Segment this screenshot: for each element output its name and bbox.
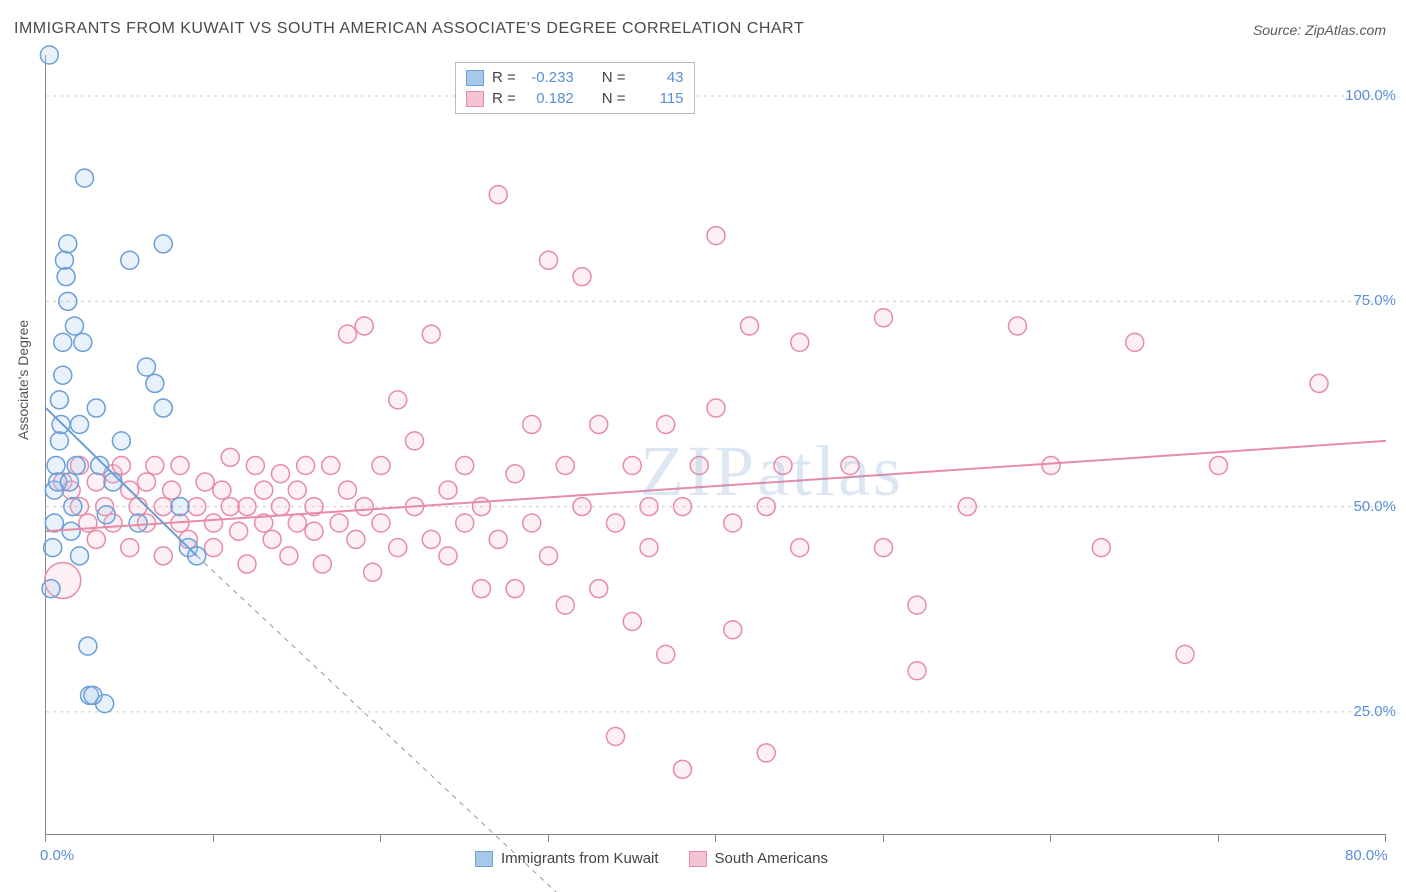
legend-swatch-south-american (466, 91, 484, 107)
y-axis-label: Associate's Degree (15, 320, 31, 440)
x-tick (380, 834, 381, 842)
y-tick-label: 100.0% (1345, 87, 1396, 104)
x-tick-label: 80.0% (1345, 847, 1388, 864)
chart-title: IMMIGRANTS FROM KUWAIT VS SOUTH AMERICAN… (14, 20, 804, 38)
r-label: R = (492, 90, 516, 107)
legend-swatch-kuwait-bottom (475, 851, 493, 867)
legend-item-south-american: South Americans (689, 850, 828, 867)
source-prefix: Source: (1253, 22, 1305, 38)
scatter-svg (46, 55, 1385, 834)
legend-label-kuwait: Immigrants from Kuwait (501, 850, 659, 867)
y-tick-label: 25.0% (1353, 703, 1396, 720)
series-legend: Immigrants from Kuwait South Americans (475, 850, 828, 867)
x-tick (1050, 834, 1051, 842)
n-value-kuwait: 43 (634, 69, 684, 86)
n-label: N = (602, 90, 626, 107)
x-tick (1385, 834, 1386, 842)
x-tick-label: 0.0% (40, 847, 74, 864)
legend-swatch-kuwait (466, 70, 484, 86)
legend-item-kuwait: Immigrants from Kuwait (475, 850, 659, 867)
x-tick (1218, 834, 1219, 842)
x-tick (883, 834, 884, 842)
source-name: ZipAtlas.com (1305, 22, 1386, 38)
legend-swatch-south-american-bottom (689, 851, 707, 867)
correlation-legend: R = -0.233 N = 43 R = 0.182 N = 115 (455, 62, 695, 114)
n-value-south-american: 115 (634, 90, 684, 107)
legend-row-kuwait: R = -0.233 N = 43 (466, 67, 684, 88)
legend-label-south-american: South Americans (715, 850, 828, 867)
r-label: R = (492, 69, 516, 86)
y-tick-label: 50.0% (1353, 498, 1396, 515)
x-tick (45, 834, 46, 842)
x-tick (213, 834, 214, 842)
source-attribution: Source: ZipAtlas.com (1253, 22, 1386, 38)
r-value-kuwait: -0.233 (524, 69, 574, 86)
n-label: N = (602, 69, 626, 86)
y-tick-label: 75.0% (1353, 292, 1396, 309)
plot-area (45, 55, 1385, 835)
r-value-south-american: 0.182 (524, 90, 574, 107)
x-tick (715, 834, 716, 842)
legend-row-south-american: R = 0.182 N = 115 (466, 88, 684, 109)
x-tick (548, 834, 549, 842)
